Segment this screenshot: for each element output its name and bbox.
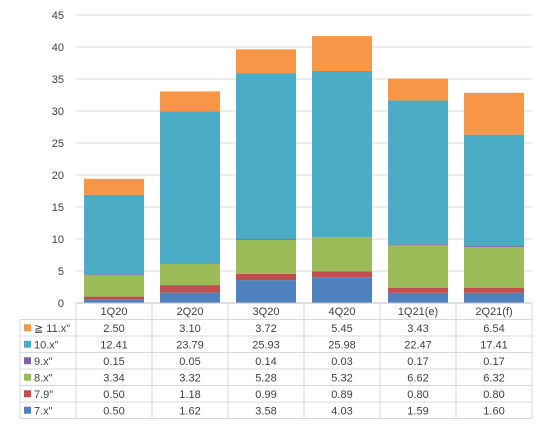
x-tick-label: 2Q20 bbox=[177, 306, 204, 318]
bar-segment bbox=[160, 111, 220, 263]
table-cell-value: 3.10 bbox=[179, 323, 200, 335]
legend-swatch bbox=[24, 374, 31, 381]
table-cell-value: 17.41 bbox=[480, 339, 508, 351]
table-cell-value: 4.03 bbox=[331, 405, 352, 417]
table-cell-value: 0.17 bbox=[407, 356, 428, 368]
table-cell-value: 0.05 bbox=[179, 356, 200, 368]
y-tick-label: 20 bbox=[52, 170, 64, 182]
bar-segment bbox=[388, 245, 448, 287]
bar-segment bbox=[388, 100, 448, 244]
bar-segment bbox=[388, 78, 448, 100]
bar-segment bbox=[464, 93, 524, 135]
y-tick-label: 10 bbox=[52, 234, 64, 246]
y-tick-label: 35 bbox=[52, 74, 64, 86]
bar-segment bbox=[464, 246, 524, 247]
table-cell-value: 1.18 bbox=[179, 389, 200, 401]
bar-segment bbox=[464, 288, 524, 293]
bar-segment bbox=[84, 179, 144, 195]
table-cell-value: 3.34 bbox=[103, 372, 124, 384]
bar-segment bbox=[464, 247, 524, 287]
legend-label: 7.9" bbox=[34, 389, 53, 401]
legend-label: 8.x" bbox=[34, 372, 53, 384]
bar-segment bbox=[464, 135, 524, 246]
y-tick-label: 0 bbox=[58, 298, 64, 310]
table-cell-value: 3.32 bbox=[179, 372, 200, 384]
bar-segment bbox=[160, 91, 220, 111]
table-cell-value: 22.47 bbox=[404, 339, 432, 351]
bar-segment bbox=[388, 288, 448, 293]
bar-segment bbox=[160, 293, 220, 303]
table-cell-value: 0.80 bbox=[407, 389, 428, 401]
bar-segment bbox=[312, 71, 372, 237]
table-cell-value: 5.28 bbox=[255, 372, 276, 384]
bar-segment bbox=[84, 297, 144, 300]
legend-swatch bbox=[24, 407, 31, 414]
legend-label: 10.x" bbox=[34, 339, 59, 351]
table-cell-value: 0.50 bbox=[103, 405, 124, 417]
bar-segment bbox=[312, 237, 372, 271]
table-cell-value: 3.58 bbox=[255, 405, 276, 417]
legend-swatch bbox=[24, 324, 31, 331]
table-cell-value: 23.79 bbox=[176, 339, 204, 351]
table-cell-value: 5.32 bbox=[331, 372, 352, 384]
bar-segment bbox=[236, 240, 296, 274]
table-cell-value: 3.72 bbox=[255, 323, 276, 335]
bar-segment bbox=[236, 73, 296, 239]
x-tick-label: 1Q21(e) bbox=[398, 306, 438, 318]
y-tick-label: 30 bbox=[52, 106, 64, 118]
legend-label: ≧ 11.x" bbox=[34, 323, 70, 335]
table-cell-value: 0.17 bbox=[483, 356, 504, 368]
table-cell-value: 25.93 bbox=[252, 339, 280, 351]
table-cell-value: 5.45 bbox=[331, 323, 352, 335]
bar-segment bbox=[464, 293, 524, 303]
table-cell-value: 1.59 bbox=[407, 405, 428, 417]
table-cell-value: 0.15 bbox=[103, 356, 124, 368]
bar-segment bbox=[312, 36, 372, 71]
table-cell-value: 1.62 bbox=[179, 405, 200, 417]
x-tick-label: 3Q20 bbox=[253, 306, 280, 318]
bar-segment bbox=[84, 274, 144, 275]
legend-swatch bbox=[24, 357, 31, 364]
table-cell-value: 0.03 bbox=[331, 356, 352, 368]
table-cell-value: 0.50 bbox=[103, 389, 124, 401]
bar-segment bbox=[312, 272, 372, 278]
x-tick-label: 2Q21(f) bbox=[475, 306, 512, 318]
bar-segment bbox=[84, 195, 144, 274]
bar-segment bbox=[236, 49, 296, 73]
table-cell-value: 0.99 bbox=[255, 389, 276, 401]
y-tick-label: 45 bbox=[52, 10, 64, 22]
table-cell-value: 0.89 bbox=[331, 389, 352, 401]
table-cell-value: 2.50 bbox=[103, 323, 124, 335]
table-cell-value: 12.41 bbox=[100, 339, 128, 351]
bar-segment bbox=[236, 274, 296, 280]
table-cell-value: 0.14 bbox=[255, 356, 276, 368]
legend-label: 9.x" bbox=[34, 356, 53, 368]
table-cell-value: 6.62 bbox=[407, 372, 428, 384]
bar-segment bbox=[236, 280, 296, 303]
x-tick-label: 4Q20 bbox=[329, 306, 356, 318]
legend-swatch bbox=[24, 341, 31, 348]
table-cell-value: 3.43 bbox=[407, 323, 428, 335]
bar-segment bbox=[160, 264, 220, 285]
legend-label: 7.x" bbox=[34, 405, 53, 417]
y-tick-label: 40 bbox=[52, 42, 64, 54]
x-tick-label: 1Q20 bbox=[101, 306, 128, 318]
legend-swatch bbox=[24, 390, 31, 397]
table-cell-value: 6.32 bbox=[483, 372, 504, 384]
bar-segment bbox=[236, 239, 296, 240]
table-cell-value: 6.54 bbox=[483, 323, 504, 335]
bar-segment bbox=[388, 244, 448, 245]
table-cell-value: 1.60 bbox=[483, 405, 504, 417]
bar-segment bbox=[388, 293, 448, 303]
bar-segment bbox=[312, 277, 372, 303]
table-cell-value: 25.98 bbox=[328, 339, 356, 351]
y-tick-label: 25 bbox=[52, 138, 64, 150]
table-cell-value: 0.80 bbox=[483, 389, 504, 401]
bar-segment bbox=[84, 275, 144, 296]
y-tick-label: 15 bbox=[52, 202, 64, 214]
y-tick-label: 5 bbox=[58, 266, 64, 278]
bar-segment bbox=[160, 285, 220, 293]
